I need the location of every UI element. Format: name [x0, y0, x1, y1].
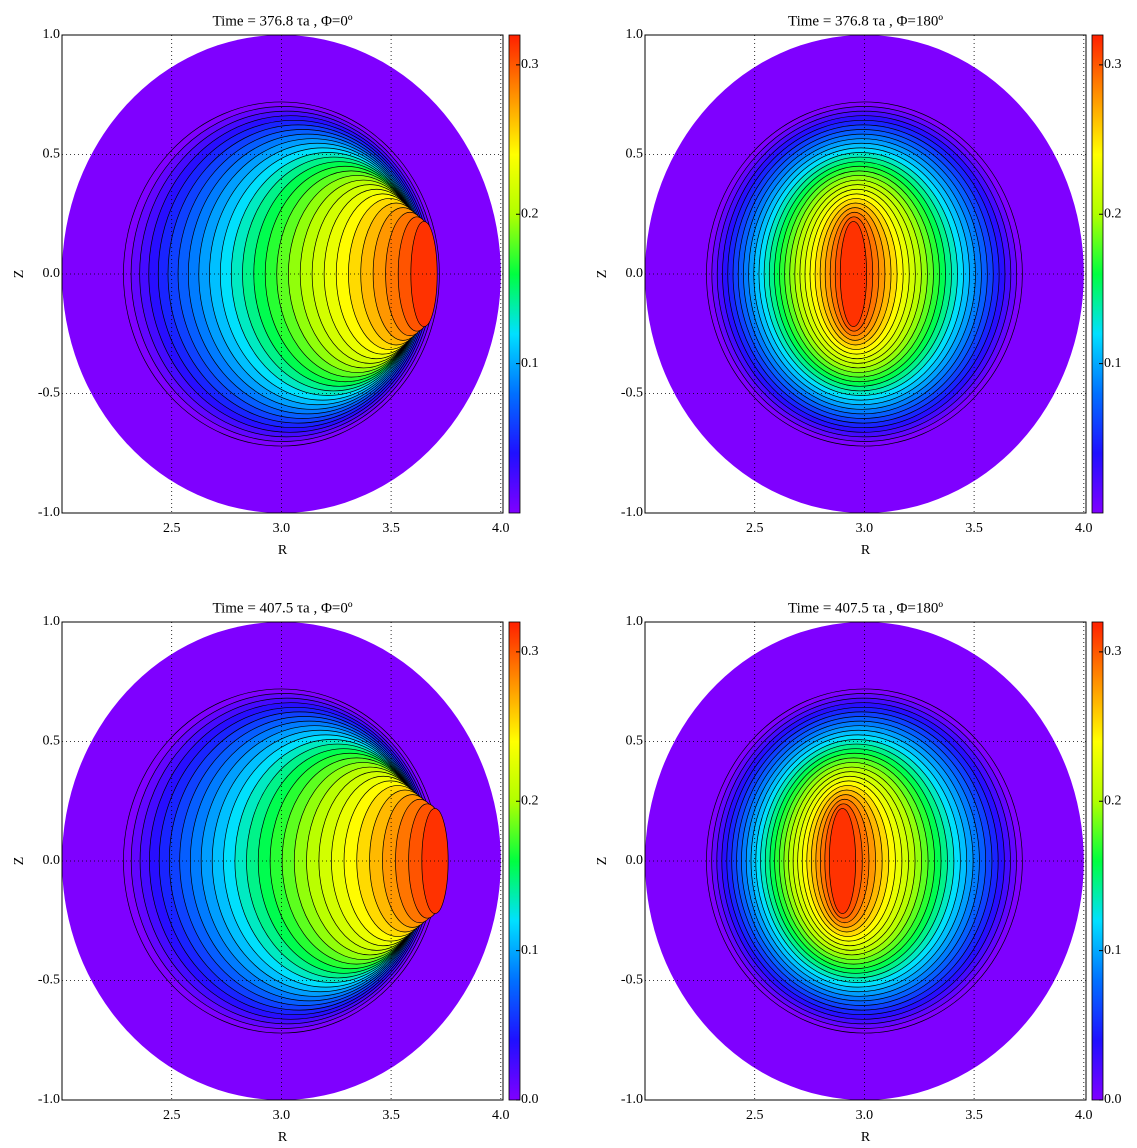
colorbar-tick-label: 0.0 — [521, 1092, 539, 1107]
x-tick-label: 2.5 — [163, 521, 181, 536]
panel: 2.5 3.0 3.5 4.0 -1.0 -0.5 0.0 0.5 1.0 R Z Time = 40… — [595, 600, 1121, 1145]
x-tick-label: 3.0 — [856, 521, 874, 536]
colorbar-tick-label: 0.3 — [521, 57, 539, 72]
y-tick-label: 0.5 — [626, 147, 644, 162]
x-tick-label: 3.0 — [856, 1108, 874, 1123]
y-tick-label: 0.0 — [626, 853, 644, 868]
x-tick-label: 4.0 — [492, 1108, 510, 1123]
x-tick-label: 2.5 — [163, 1108, 181, 1123]
chart-title: Time = 407.5 τa , Φ=180º — [788, 600, 943, 616]
y-tick-label: -1.0 — [621, 505, 643, 520]
x-tick-label: 3.5 — [965, 521, 983, 536]
y-axis-label: Z — [595, 270, 610, 279]
colorbar — [1092, 622, 1103, 1100]
colorbar-tick-label: 0.0 — [1104, 1092, 1122, 1107]
colorbar — [509, 35, 520, 513]
colorbar-tick-label: 0.1 — [521, 356, 539, 371]
y-tick-label: -0.5 — [38, 386, 60, 401]
figure: 2.5 3.0 3.5 4.0 -1.0 -0.5 0.0 0.5 1.0 R Z Time = 37… — [0, 0, 1137, 1148]
panel: 2.5 3.0 3.5 4.0 -1.0 -0.5 0.0 0.5 1.0 R Z Time = 37… — [595, 13, 1121, 558]
y-tick-label: 1.0 — [43, 27, 61, 42]
y-tick-label: 1.0 — [43, 614, 61, 629]
x-tick-label: 3.0 — [273, 1108, 291, 1123]
y-axis-label: Z — [595, 857, 610, 866]
y-tick-label: 0.0 — [626, 266, 644, 281]
panel: 2.5 3.0 3.5 4.0 -1.0 -0.5 0.0 0.5 1.0 R Z Time = 37… — [12, 13, 538, 558]
y-tick-label: 1.0 — [626, 614, 644, 629]
panel: 2.5 3.0 3.5 4.0 -1.0 -0.5 0.0 0.5 1.0 R Z Time = 40… — [12, 600, 538, 1145]
x-tick-label: 3.5 — [965, 1108, 983, 1123]
colorbar — [1092, 35, 1103, 513]
y-axis-label: Z — [12, 857, 27, 866]
x-axis-label: R — [278, 1130, 288, 1145]
y-tick-label: 0.0 — [43, 266, 61, 281]
y-tick-label: -0.5 — [621, 386, 643, 401]
colorbar — [509, 622, 520, 1100]
chart-title: Time = 376.8 τa , Φ=180º — [788, 13, 943, 29]
colorbar-tick-label: 0.3 — [1104, 57, 1122, 72]
colorbar-tick-label: 0.3 — [1104, 644, 1122, 659]
y-tick-label: 0.5 — [626, 734, 644, 749]
x-tick-label: 2.5 — [746, 1108, 764, 1123]
y-tick-label: -1.0 — [38, 1092, 60, 1107]
x-tick-label: 3.5 — [382, 521, 400, 536]
y-axis-label: Z — [12, 270, 27, 279]
y-tick-label: 0.0 — [43, 853, 61, 868]
y-tick-label: -1.0 — [38, 505, 60, 520]
y-tick-label: -0.5 — [38, 973, 60, 988]
y-tick-label: 0.5 — [43, 147, 61, 162]
colorbar-tick-label: 0.3 — [521, 644, 539, 659]
x-tick-label: 2.5 — [746, 521, 764, 536]
chart-title: Time = 376.8 τa , Φ=0º — [212, 13, 352, 29]
y-tick-label: -1.0 — [621, 1092, 643, 1107]
colorbar-tick-label: 0.1 — [1104, 943, 1122, 958]
y-tick-label: -0.5 — [621, 973, 643, 988]
y-tick-label: 0.5 — [43, 734, 61, 749]
chart-title: Time = 407.5 τa , Φ=0º — [212, 600, 352, 616]
colorbar-tick-label: 0.1 — [521, 943, 539, 958]
x-axis-label: R — [861, 1130, 871, 1145]
colorbar-tick-label: 0.2 — [1104, 206, 1122, 221]
x-axis-label: R — [861, 543, 871, 558]
x-tick-label: 4.0 — [1075, 1108, 1093, 1123]
x-tick-label: 3.0 — [273, 521, 291, 536]
colorbar-tick-label: 0.1 — [1104, 356, 1122, 371]
colorbar-tick-label: 0.2 — [521, 793, 539, 808]
x-axis-label: R — [278, 543, 288, 558]
x-tick-label: 4.0 — [492, 521, 510, 536]
colorbar-tick-label: 0.2 — [521, 206, 539, 221]
x-tick-label: 3.5 — [382, 1108, 400, 1123]
y-tick-label: 1.0 — [626, 27, 644, 42]
x-tick-label: 4.0 — [1075, 521, 1093, 536]
colorbar-tick-label: 0.2 — [1104, 793, 1122, 808]
